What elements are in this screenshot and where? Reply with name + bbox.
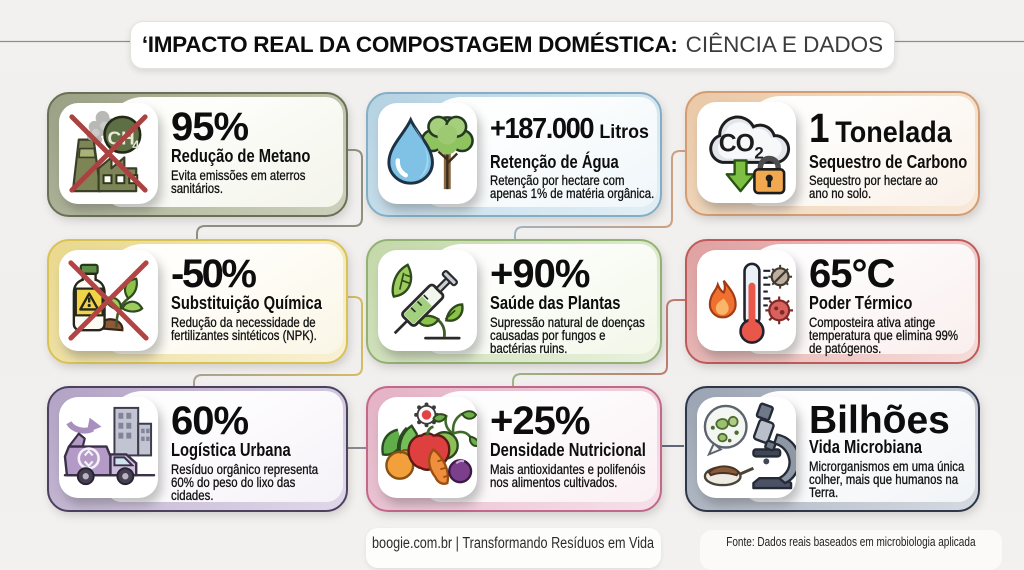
svg-text:4: 4 (132, 138, 140, 153)
svg-text:2: 2 (754, 143, 763, 162)
svg-text:CO: CO (719, 131, 755, 158)
